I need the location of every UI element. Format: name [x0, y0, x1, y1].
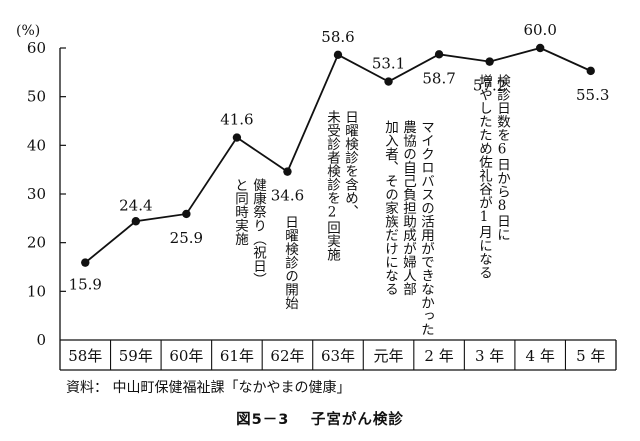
y-tick-label: 10	[27, 282, 46, 300]
category-label: 62年	[270, 347, 304, 365]
y-tick-label: 30	[27, 185, 46, 203]
data-label: 25.9	[170, 229, 203, 247]
data-point	[485, 57, 494, 66]
y-tick-label: 60	[27, 39, 46, 57]
category-label: 5 年	[576, 347, 605, 365]
category-label: 元年	[374, 347, 404, 365]
data-point	[182, 209, 191, 219]
y-tick-label: 20	[27, 234, 46, 252]
category-label: 4 年	[526, 347, 555, 365]
category-label: 60年	[169, 347, 203, 365]
data-point	[81, 258, 90, 267]
y-tick-label: 40	[27, 136, 46, 154]
data-point	[333, 50, 343, 60]
category-label: 2 年	[424, 347, 453, 365]
y-axis-unit: (%)	[16, 23, 40, 39]
data-label: 41.6	[220, 111, 253, 129]
annotation-line: 健康祭り（祝日）	[250, 178, 267, 286]
source-note: 資料： 中山町保健福祉課「なかやまの健康」	[66, 380, 351, 396]
y-tick-label: 50	[27, 88, 46, 106]
data-point	[283, 167, 292, 176]
category-label: 59年	[119, 347, 153, 365]
data-point	[384, 77, 393, 86]
category-label: 58年	[68, 347, 102, 365]
data-label: 15.9	[69, 276, 102, 294]
data-label: 57.2	[473, 77, 506, 95]
annotation-line: 増やしたため佐礼谷が1月になる	[476, 74, 493, 279]
data-point	[586, 66, 595, 76]
annotation-line: マイクロバスの活用ができなかった	[418, 120, 435, 336]
data-label: 53.1	[372, 55, 405, 73]
category-label: 3 年	[475, 347, 504, 365]
data-label: 55.3	[576, 86, 609, 104]
data-label: 58.6	[321, 28, 354, 46]
annotation-line: 加入者、その家族だけになる	[382, 120, 399, 296]
data-label: 60.0	[523, 21, 556, 39]
data-point	[434, 50, 444, 59]
data-label: 58.7	[422, 69, 455, 87]
annotation-line: と同時実施	[232, 178, 249, 246]
data-point	[131, 217, 141, 226]
category-label: 61年	[220, 347, 254, 365]
y-tick-label: 0	[36, 331, 46, 349]
annotation-line: 検診日数を6日から8日に	[494, 74, 511, 241]
category-label: 63年	[321, 347, 355, 365]
annotation-line: 農協の自己負担助成が婦人部	[400, 120, 417, 296]
y-tick-labels: 0 10 20 30 40 50 60	[27, 39, 46, 349]
category-table: 58年 59年 60年 61年 62年 63年 元年 2 年 3 年 4 年 5 年	[68, 340, 605, 370]
data-labels: 15.9 24.4 25.9 41.6 34.6 58.6 53.1 58.7 57.2 60.0…	[69, 21, 610, 294]
data-label: 34.6	[271, 187, 304, 205]
data-label: 24.4	[119, 196, 152, 214]
figure-title: 図5－3 子宮がん検診	[236, 412, 404, 428]
annotation-line: 日曜検診を含め、	[342, 110, 359, 218]
annotation-line: 未受診者検診を2回実施	[324, 110, 341, 262]
annotation-line: 日曜検診の開始	[282, 215, 299, 310]
axes	[59, 47, 617, 371]
data-point	[232, 133, 242, 142]
data-point	[535, 43, 545, 53]
series-line	[81, 43, 595, 267]
